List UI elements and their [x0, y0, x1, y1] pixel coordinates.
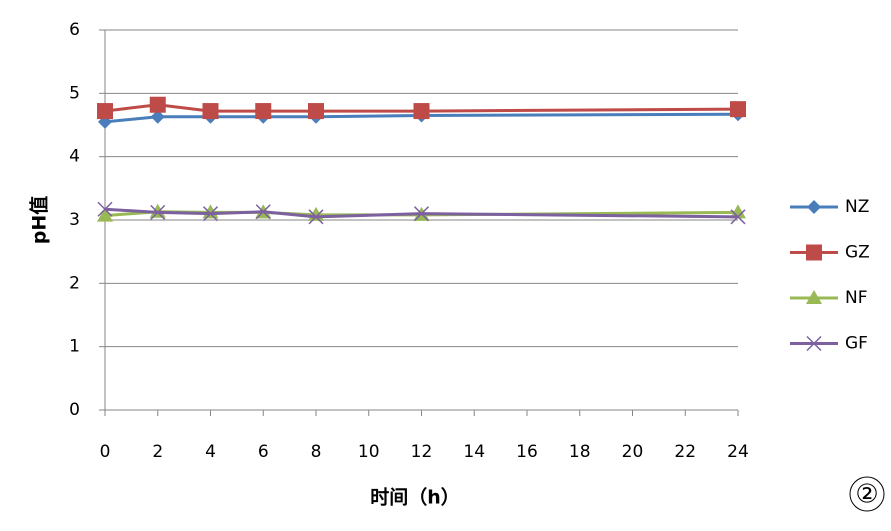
annotation-circle [849, 476, 885, 512]
marker [202, 103, 219, 120]
marker [730, 101, 746, 118]
x-tick-label: 22 [674, 442, 696, 462]
x-tick-label: 10 [358, 442, 380, 462]
marker [150, 204, 166, 220]
y-tick-label: 3 [69, 210, 80, 230]
marker [806, 335, 822, 352]
marker [150, 109, 165, 124]
marker [255, 204, 271, 220]
x-tick-label: 20 [622, 442, 644, 462]
marker [413, 103, 430, 120]
legend-label: NZ [845, 197, 869, 217]
x-axis-label: 时间（h） [370, 486, 460, 509]
y-tick-label: 4 [69, 147, 80, 167]
marker [97, 201, 113, 217]
legend-label: GF [845, 334, 868, 354]
x-tick-label: 16 [516, 442, 538, 462]
annotation: ② [855, 480, 878, 510]
marker [97, 207, 113, 222]
y-tick-label: 6 [69, 20, 80, 40]
x-tick-label: 0 [100, 442, 111, 462]
y-tick-label: 2 [69, 273, 80, 293]
x-tick-label: 2 [152, 442, 163, 462]
y-axis-label: pH值 [28, 196, 51, 245]
legend-label: NF [845, 288, 868, 308]
marker [730, 209, 746, 225]
x-tick-label: 18 [569, 442, 591, 462]
y-tick-label: 5 [69, 83, 80, 103]
marker [807, 200, 821, 214]
marker [308, 103, 324, 120]
x-tick-label: 12 [411, 442, 433, 462]
marker [413, 206, 430, 222]
x-tick-label: 6 [258, 442, 269, 462]
y-tick-label: 0 [69, 400, 80, 420]
legend-label: GZ [845, 243, 870, 263]
marker [149, 96, 166, 113]
marker [149, 203, 166, 218]
x-tick-label: 14 [463, 442, 485, 462]
y-tick-label: 1 [69, 337, 80, 357]
marker [308, 209, 324, 225]
marker [806, 290, 822, 304]
marker [255, 103, 272, 120]
x-tick-label: 8 [311, 442, 322, 462]
x-tick-label: 4 [205, 442, 216, 462]
x-tick-label: 24 [727, 442, 749, 462]
marker [202, 206, 219, 222]
marker [97, 103, 113, 120]
marker [730, 204, 746, 219]
marker [806, 244, 822, 261]
